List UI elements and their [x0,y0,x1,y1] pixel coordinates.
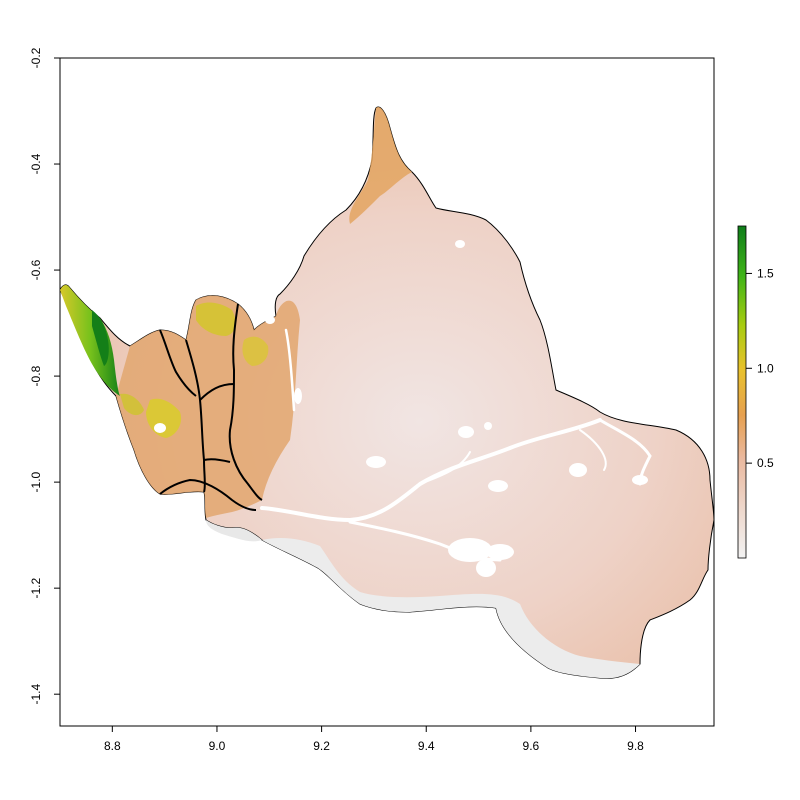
green-coastal-strip [60,284,120,396]
colorbar-tick-label: 0.5 [757,456,774,470]
y-tick-label: -0.2 [29,47,43,68]
lake-9 [484,422,492,430]
lake-2 [455,240,465,248]
colorbar: 0.5 1.0 1.5 [737,225,774,559]
lake-6 [486,544,514,560]
lake-11 [294,388,302,404]
boundary-5 [199,383,235,401]
y-tick-label: -0.6 [29,259,43,280]
y-tick-label: -1.0 [29,471,43,492]
river-branch-mid [419,451,471,485]
boundary-1 [185,339,206,493]
lake-8 [632,475,648,485]
lake-7 [458,426,474,438]
yellow-patch-4 [120,393,144,416]
x-tick-label: 9.2 [313,739,330,753]
x-tick-label: 9.4 [418,739,435,753]
boundary-4 [159,478,257,511]
x-tick-label: 9.8 [627,739,644,753]
grey-west-fringe [206,520,262,542]
x-tick-label: 8.8 [104,739,121,753]
y-tick-label: -1.2 [29,577,43,598]
district-boundaries [159,303,263,511]
map-region [59,106,715,679]
x-tick-label: 9.0 [209,739,226,753]
yellow-patch-3 [242,336,269,366]
grey-southern-fringe [262,538,640,679]
river-branch-north [284,328,296,412]
y-tick-label: -0.8 [29,365,43,386]
x-tick-label: 9.6 [523,739,540,753]
colorbar-gradient [737,225,747,559]
colorbar-tick-label: 1.5 [757,266,774,280]
lake-5 [448,538,492,562]
lake-1 [366,456,386,468]
y-tick-label: -1.4 [29,684,43,705]
lake-4 [569,463,587,477]
orange-north-strip [349,106,412,224]
river-branch-eastern-2 [579,429,607,471]
lake-10 [476,559,496,577]
lakes [154,240,648,577]
colorbar-tick-label: 1.0 [757,361,774,375]
x-axis: 8.8 9.0 9.2 9.4 9.6 9.8 [104,726,644,753]
lake-13 [154,423,166,433]
y-tick-label: -0.4 [29,153,43,174]
colorbar-ticks: 0.5 1.0 1.5 [746,266,774,470]
plot-frame [59,57,715,727]
boundary-2 [228,303,263,501]
lake-12 [265,316,275,324]
dark-green-patch [92,310,109,366]
y-axis: -0.2 -0.4 -0.6 -0.8 -1.0 -1.2 -1.4 [29,47,60,705]
lake-3 [488,480,508,492]
boundary-6 [159,329,197,397]
boundary-3 [203,458,231,463]
yellow-patch-2 [196,302,236,336]
